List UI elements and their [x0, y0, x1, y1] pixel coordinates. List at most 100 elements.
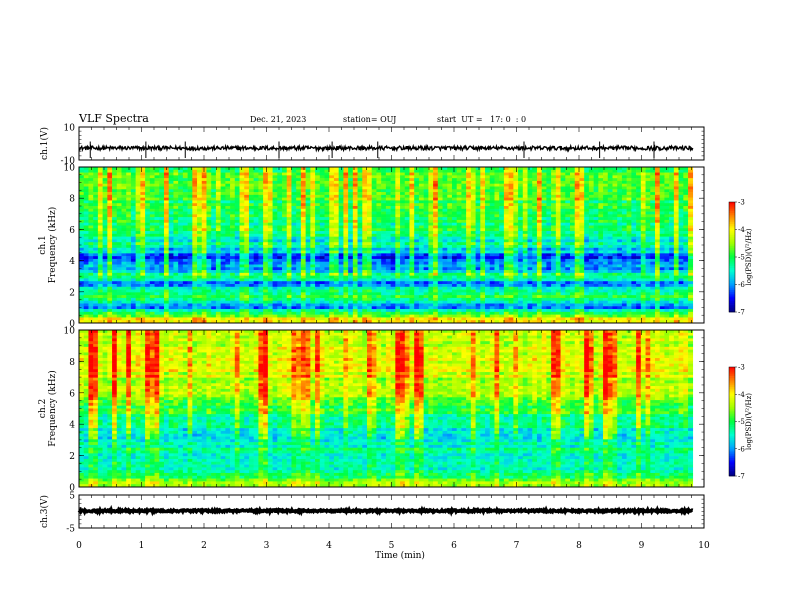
spectrogram-cell — [400, 197, 406, 201]
spectrogram-cell — [300, 208, 306, 212]
spectrogram-cell — [485, 180, 491, 185]
spectrogram-cell — [286, 253, 292, 257]
spectrogram-cell — [253, 242, 259, 246]
spectrogram-cell — [381, 200, 387, 204]
spectrogram-cell — [244, 228, 250, 232]
spectrogram-cell — [418, 194, 424, 198]
spectrogram-cell — [536, 228, 542, 232]
spectrogram-cell — [97, 261, 103, 265]
spectrogram-cell — [333, 180, 339, 185]
spectrogram-cell — [310, 183, 316, 187]
spectrogram-cell — [282, 214, 288, 218]
spectrogram-cell — [220, 267, 226, 271]
spectrogram-cell — [192, 183, 198, 187]
spectrogram-cell — [673, 267, 679, 271]
spectrogram-cell — [197, 200, 203, 204]
spectrogram-cell — [258, 186, 264, 190]
spectrogram-cell — [621, 180, 627, 185]
spectrogram-cell — [423, 247, 429, 251]
spectrogram-cell — [461, 211, 467, 215]
spectrogram-cell — [447, 214, 453, 218]
spectrogram-cell — [182, 180, 188, 185]
spectrogram-cell — [107, 208, 113, 212]
spectrogram-cell — [253, 236, 259, 240]
spectrogram-cell — [253, 270, 259, 274]
spectrogram-cell — [168, 245, 174, 249]
spectrogram-cell — [79, 200, 85, 204]
spectrogram-cell — [532, 178, 538, 182]
spectrogram-cell — [352, 225, 358, 229]
spectrogram-cell — [437, 175, 443, 179]
spectrogram-cell — [536, 239, 542, 243]
spectrogram-cell — [588, 178, 594, 182]
spectrogram-cell — [640, 267, 646, 271]
spectrogram-cell — [664, 172, 670, 176]
spectrogram-cell — [527, 178, 533, 182]
spectrogram-cell — [329, 208, 335, 212]
spectrogram-cell — [678, 172, 684, 176]
spectrogram-cell — [333, 183, 339, 187]
spectrogram-cell — [163, 258, 169, 263]
spectrogram-cell — [536, 242, 542, 246]
spectrogram-cell — [617, 194, 623, 198]
spectrogram-cell — [673, 222, 679, 226]
spectrogram-cell — [107, 253, 113, 257]
spectrogram-cell — [88, 217, 94, 221]
spectrogram-cell — [598, 197, 604, 201]
spectrogram-cell — [112, 258, 118, 263]
spectrogram-cell — [333, 206, 339, 210]
spectrogram-cell — [418, 169, 424, 173]
spectrogram-cell — [239, 233, 245, 237]
spectrogram-cell — [385, 208, 391, 212]
spectrogram-cell — [466, 245, 472, 249]
spectrogram-cell — [88, 250, 94, 254]
spectrogram-cell — [607, 197, 613, 201]
spectrogram-cell — [466, 203, 472, 207]
spectrogram-cell — [456, 167, 462, 171]
spectrogram-cell — [140, 197, 146, 201]
spectrogram-cell — [442, 211, 448, 215]
spectrogram-cell — [338, 261, 344, 265]
spectrogram-cell — [513, 219, 519, 224]
spectrogram-cell — [234, 194, 240, 198]
spectrogram-cell — [560, 258, 566, 263]
spectrogram-cell — [678, 183, 684, 187]
spectrogram-cell — [230, 172, 236, 176]
spectrogram-cell — [494, 178, 500, 182]
spectrogram-cell — [518, 233, 524, 237]
spectrogram-cell — [636, 172, 642, 176]
spectrogram-cell — [428, 233, 434, 237]
spectrogram-cell — [116, 175, 122, 179]
spectrogram-cell — [522, 180, 528, 185]
spectrogram-cell — [631, 236, 637, 240]
spectrogram-cell — [626, 178, 632, 182]
spectrogram-cell — [324, 233, 330, 237]
spectrogram-cell — [97, 197, 103, 201]
spectrogram-cell — [107, 169, 113, 173]
spectrogram-cell — [296, 225, 302, 229]
spectrogram-cell — [220, 175, 226, 179]
spectrogram-cell — [409, 192, 415, 196]
spectrogram-cell — [499, 211, 505, 215]
spectrogram-cell — [390, 228, 396, 232]
spectrogram-cell — [551, 186, 557, 190]
spectrogram-cell — [244, 178, 250, 182]
spectrogram-cell — [348, 200, 354, 204]
spectrogram-cell — [230, 231, 236, 235]
spectrogram-cell — [437, 167, 443, 171]
spectrogram-cell — [617, 180, 623, 185]
spectrogram-cell — [508, 250, 514, 254]
spectrogram-cell — [584, 214, 590, 218]
spectrogram-cell — [201, 270, 207, 274]
spectrogram-cell — [371, 186, 377, 190]
spectrogram-cell — [527, 264, 533, 268]
spectrogram-cell — [357, 200, 363, 204]
spectrogram-cell — [135, 172, 141, 176]
spectrogram-cell — [126, 197, 132, 201]
spectrogram-cell — [130, 200, 136, 204]
spectrogram-cell — [503, 194, 509, 198]
spectrogram-cell — [536, 203, 542, 207]
spectrogram-cell — [102, 261, 108, 265]
spectrogram-cell — [244, 261, 250, 265]
spectrogram-cell — [470, 186, 476, 190]
